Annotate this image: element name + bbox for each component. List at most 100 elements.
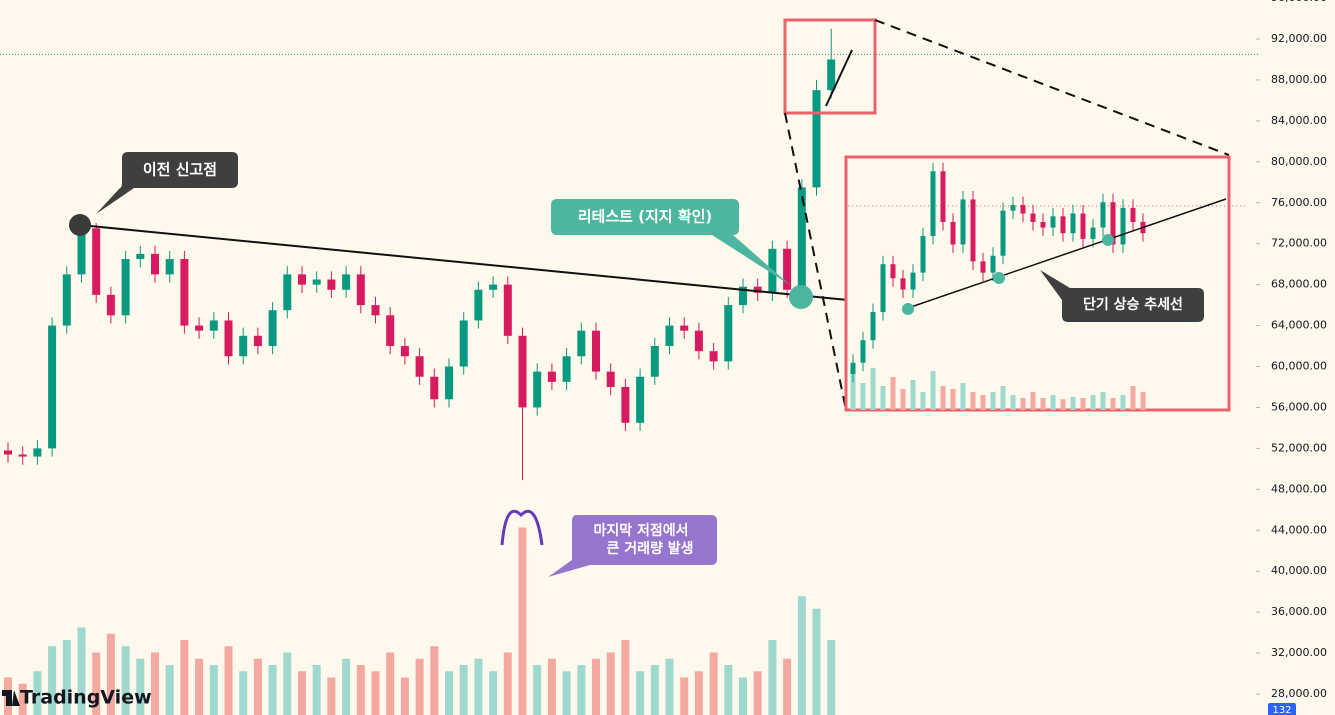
candle-body — [709, 351, 718, 362]
y-tick-label: 72,000.00 — [1271, 237, 1327, 250]
candle-body — [890, 264, 896, 279]
y-tick-label: 80,000.00 — [1271, 155, 1327, 168]
candle-body — [48, 325, 57, 449]
candle-body — [680, 325, 689, 331]
previous-high-marker — [69, 214, 91, 236]
y-tick-label: 96,000.00 — [1271, 0, 1327, 4]
candle-body — [165, 259, 174, 275]
volume-bar — [18, 683, 27, 715]
candle-body — [950, 221, 956, 245]
candle-body — [518, 335, 527, 408]
volume-bar — [850, 374, 856, 410]
candle-body — [312, 279, 321, 285]
volume-bar — [870, 368, 876, 410]
support-dot — [902, 303, 914, 315]
inset-box — [844, 155, 1231, 412]
support-dot — [1102, 234, 1114, 246]
volume-bar — [121, 646, 130, 715]
volume-bar — [48, 646, 57, 715]
y-tick-label: 84,000.00 — [1271, 114, 1327, 127]
volume-bar — [724, 665, 733, 715]
volume-bar — [489, 671, 498, 715]
zoom-box — [783, 18, 877, 115]
price-axis: 28,000.00 32,000.00 36,000.00 40,000.00 44,0… — [1256, 0, 1327, 715]
candle-body — [606, 371, 615, 387]
volume-badge-box — [1268, 703, 1296, 715]
candle-body — [533, 371, 542, 408]
volume-bar — [860, 383, 866, 410]
volume-bar — [1130, 386, 1136, 410]
candle-body — [1040, 221, 1046, 228]
volume-bar — [636, 671, 645, 715]
brand-text: TradingView — [20, 687, 152, 709]
volume-bar — [592, 658, 600, 715]
resistance-line — [79, 224, 849, 301]
volume-bar — [165, 665, 174, 715]
volume-arch — [500, 509, 544, 546]
candle-body — [253, 335, 262, 347]
volume-bar — [970, 392, 976, 410]
y-tick-label: 56,000.00 — [1271, 400, 1327, 413]
candle-body — [342, 274, 351, 290]
callout-text: 단기 상승 추세선 — [1083, 296, 1183, 313]
candle-body — [180, 259, 189, 326]
volume-bar — [930, 371, 936, 410]
candle-body — [459, 320, 468, 367]
volume-bar — [474, 658, 483, 715]
candle-body — [239, 335, 248, 357]
candle-body — [386, 315, 395, 347]
candle-body — [106, 294, 115, 316]
candle-body — [77, 228, 86, 275]
candle-body — [592, 330, 600, 372]
candle-body — [1000, 210, 1006, 256]
callout-text: 이전 신고점 — [143, 161, 217, 179]
support-dot — [993, 272, 1005, 284]
volume-bar — [547, 658, 556, 715]
candle-body — [797, 187, 806, 290]
candle-body — [33, 448, 42, 457]
candle-body — [739, 286, 747, 306]
volume-bar — [709, 652, 718, 715]
candle-body — [812, 90, 821, 188]
candle-body — [151, 253, 159, 275]
candle-body — [1060, 216, 1066, 234]
volume-bar — [298, 671, 306, 715]
candle-body — [783, 248, 792, 290]
volume-bar — [136, 658, 145, 715]
candle-body — [224, 320, 233, 357]
candle-body — [577, 330, 586, 357]
volume-bar — [503, 652, 512, 715]
y-tick-label: 60,000.00 — [1271, 360, 1327, 373]
volume-bar — [694, 671, 703, 715]
volume-bar — [371, 671, 380, 715]
brand-logo — [2, 690, 20, 706]
candle-body — [415, 356, 424, 377]
volume-bar — [797, 596, 806, 715]
volume-bar — [1100, 392, 1106, 410]
volume-bar — [239, 671, 248, 715]
candle-body — [430, 376, 439, 400]
volume-bar — [783, 658, 792, 715]
candle-body — [920, 236, 926, 273]
y-tick-label: 92,000.00 — [1271, 32, 1327, 45]
candle-body — [562, 356, 571, 382]
candle-body — [970, 199, 976, 262]
volume-bar — [650, 665, 659, 715]
volume-bar — [1000, 386, 1006, 410]
volume-bar — [518, 527, 527, 715]
callout-text: 마지막 저점에서 — [593, 522, 688, 539]
volume-bar — [680, 677, 689, 715]
candle-body — [1030, 213, 1036, 222]
y-tick-label: 32,000.00 — [1271, 646, 1327, 659]
volume-bar — [356, 665, 365, 715]
volume-bar — [950, 389, 956, 410]
volume-bar — [209, 665, 218, 715]
volume-bar — [910, 380, 916, 410]
candle-body — [1070, 213, 1076, 234]
candle-body — [980, 261, 986, 273]
volume-bar — [1070, 396, 1076, 410]
main-pane — [0, 28, 1258, 715]
candle-body — [1080, 213, 1086, 239]
y-tick-label: 28,000.00 — [1271, 687, 1327, 700]
